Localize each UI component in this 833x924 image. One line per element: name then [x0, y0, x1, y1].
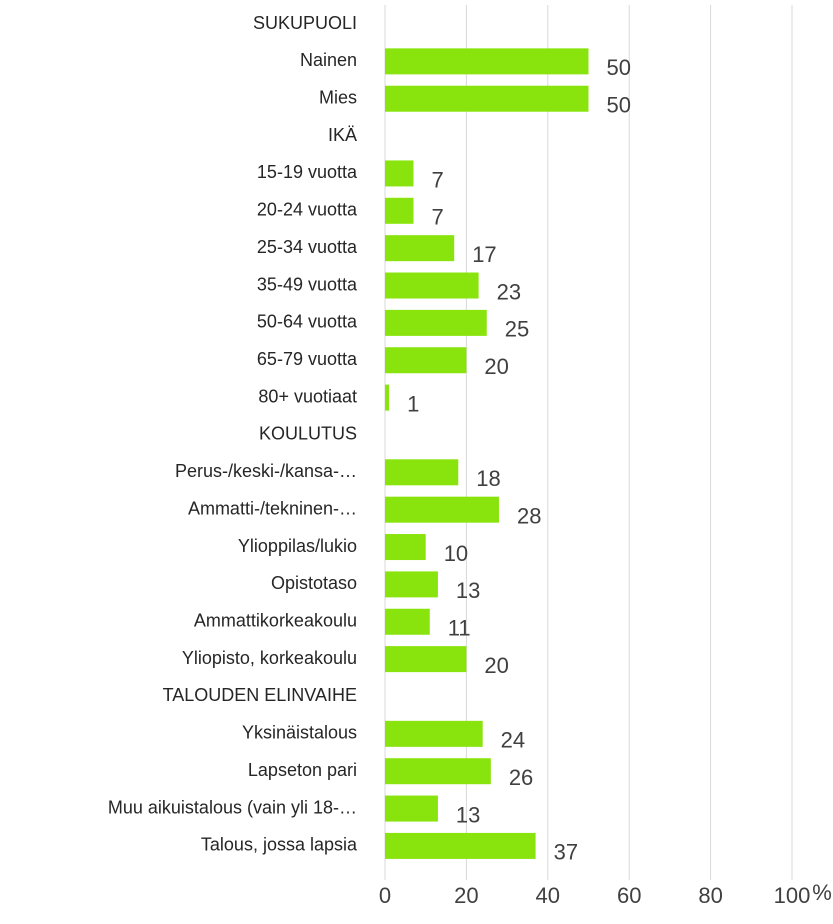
value-label: 17 [472, 242, 496, 267]
x-tick-label: 40 [536, 883, 560, 908]
value-label: 10 [444, 541, 468, 566]
bar [385, 496, 499, 523]
bar [385, 720, 483, 747]
bar [385, 608, 430, 635]
bar [385, 832, 536, 859]
category-label: Lapseton pari [248, 760, 357, 780]
bar [385, 309, 487, 336]
bar [385, 235, 455, 262]
x-tick-label: 20 [454, 883, 478, 908]
category-label: Ammatti-/tekninen-… [188, 498, 357, 518]
value-label: 7 [431, 167, 443, 192]
value-label: 18 [476, 466, 500, 491]
bar [385, 197, 414, 224]
category-label: Opistotaso [271, 573, 357, 593]
value-label: 28 [517, 503, 541, 528]
bar [385, 534, 426, 561]
category-label: IKÄ [328, 125, 357, 145]
category-label: TALOUDEN ELINVAIHE [163, 685, 357, 705]
category-label: SUKUPUOLI [253, 13, 357, 33]
bar [385, 347, 467, 374]
value-label: 1 [407, 391, 419, 416]
value-label: 50 [607, 55, 631, 80]
bar [385, 272, 479, 299]
category-label: 20-24 vuotta [257, 200, 358, 220]
category-label: 80+ vuotiaat [258, 386, 357, 406]
bar [385, 758, 491, 785]
category-label: Yksinäistalous [242, 723, 357, 743]
bar [385, 571, 438, 598]
x-axis-label: % [812, 880, 832, 905]
category-label: KOULUTUS [259, 424, 357, 444]
value-label: 24 [501, 728, 525, 753]
value-label: 23 [497, 279, 521, 304]
value-label: 25 [505, 317, 529, 342]
value-label: 20 [484, 653, 508, 678]
x-tick-label: 100 [774, 883, 811, 908]
category-label: Ylioppilas/lukio [238, 536, 357, 556]
category-label: 65-79 vuotta [257, 349, 358, 369]
value-label: 37 [554, 840, 578, 865]
x-tick-label: 60 [617, 883, 641, 908]
bar [385, 85, 589, 112]
bar [385, 646, 467, 673]
bar [385, 795, 438, 822]
value-label: 20 [484, 354, 508, 379]
value-label: 13 [456, 802, 480, 827]
category-label: Ammattikorkeakoulu [194, 611, 357, 631]
value-label: 50 [607, 93, 631, 118]
bar [385, 160, 414, 187]
category-label: Muu aikuistalous (vain yli 18-… [108, 797, 357, 817]
bar [385, 459, 459, 486]
bar [385, 384, 390, 411]
category-label: Talous, jossa lapsia [201, 835, 358, 855]
value-label: 26 [509, 765, 533, 790]
value-label: 11 [448, 616, 471, 641]
category-label: 15-19 vuotta [257, 162, 358, 182]
value-label: 7 [431, 205, 443, 230]
category-label: 35-49 vuotta [257, 274, 358, 294]
category-label: 50-64 vuotta [257, 312, 358, 332]
category-label: Perus-/keski-/kansa-… [175, 461, 357, 481]
category-label: 25-34 vuotta [257, 237, 358, 257]
x-tick-label: 0 [379, 883, 391, 908]
bar [385, 48, 589, 75]
category-label: Yliopisto, korkeakoulu [182, 648, 357, 668]
category-label: Mies [319, 87, 357, 107]
x-tick-label: 80 [698, 883, 722, 908]
category-label: Nainen [300, 50, 357, 70]
value-label: 13 [456, 578, 480, 603]
